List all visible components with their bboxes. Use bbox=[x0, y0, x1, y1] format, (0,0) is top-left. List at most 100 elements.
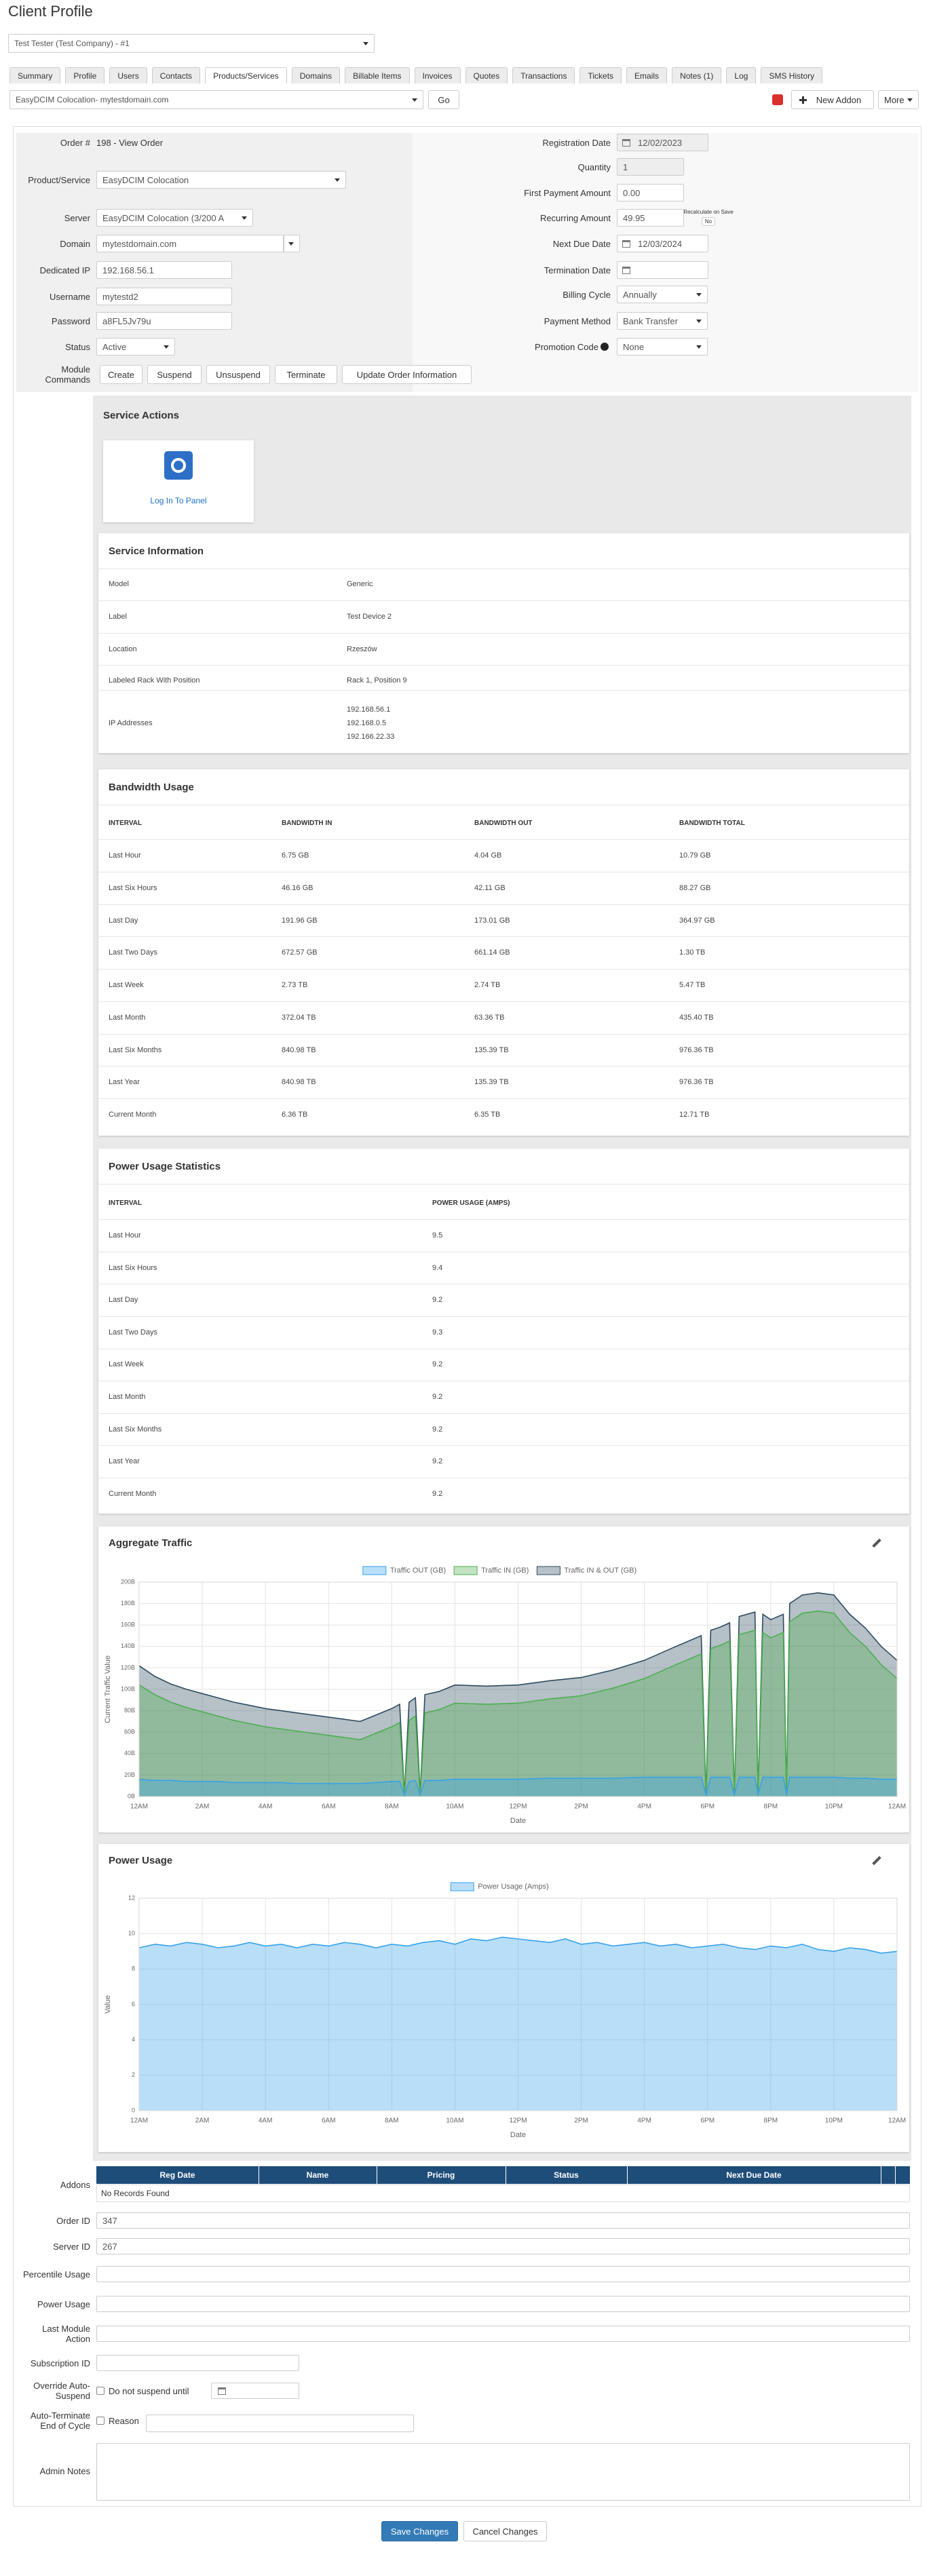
select[interactable]: Active bbox=[96, 338, 175, 355]
select[interactable]: Annually bbox=[617, 286, 708, 303]
tab[interactable]: Summary bbox=[9, 67, 61, 83]
tab[interactable]: Contacts bbox=[151, 67, 201, 83]
input[interactable]: 12/03/2024 bbox=[617, 235, 708, 252]
select[interactable]: None bbox=[617, 338, 708, 355]
tab[interactable]: Transactions bbox=[512, 67, 575, 83]
input[interactable] bbox=[96, 2355, 299, 2371]
input[interactable]: mytestdomain.com bbox=[96, 235, 284, 252]
recalculate-button[interactable]: No bbox=[702, 217, 715, 226]
input[interactable]: 192.168.56.1 bbox=[96, 261, 232, 279]
client-select[interactable]: Test Tester (Test Company) - #1 bbox=[8, 34, 375, 53]
field-label: Percentile Usage bbox=[23, 2269, 90, 2280]
field-label: Product/Service bbox=[28, 174, 90, 185]
table-cell: 9.5 bbox=[432, 1231, 443, 1239]
table-cell: 135.39 TB bbox=[474, 1045, 509, 1054]
table-cell: 1.30 TB bbox=[679, 948, 706, 957]
login-link[interactable]: Log In To Panel bbox=[150, 496, 207, 505]
module-button[interactable]: Update Order Information bbox=[342, 365, 472, 384]
cancel-button[interactable]: Cancel Changes bbox=[463, 2521, 547, 2541]
info-label: Model bbox=[109, 580, 129, 588]
series-line bbox=[138, 1610, 898, 1797]
table-cell: 9.2 bbox=[432, 1393, 443, 1401]
go-button[interactable]: Go bbox=[428, 90, 459, 109]
input[interactable] bbox=[617, 261, 708, 279]
y-tick-label: 120B bbox=[121, 1664, 135, 1671]
tab[interactable]: Notes (1) bbox=[672, 67, 722, 83]
tab[interactable]: Users bbox=[109, 67, 147, 83]
dropdown-button[interactable] bbox=[284, 235, 300, 252]
service-select[interactable]: EasyDCIM Colocation- mytestdomain.com bbox=[9, 90, 423, 109]
info-value: Generic bbox=[347, 580, 373, 588]
table-cell: 4.04 GB bbox=[474, 851, 502, 860]
input[interactable]: 347 bbox=[96, 2212, 910, 2229]
legend-label: Traffic OUT (GB) bbox=[390, 1566, 446, 1575]
input[interactable]: 0.00 bbox=[617, 184, 684, 201]
tab[interactable]: Quotes bbox=[465, 67, 508, 83]
table-cell: 135.39 TB bbox=[474, 1078, 509, 1087]
checkbox-label: Reason bbox=[109, 2415, 139, 2426]
x-tick-label: 4PM bbox=[637, 1803, 651, 1811]
input[interactable] bbox=[146, 2415, 414, 2432]
area-fill bbox=[139, 1937, 897, 2111]
x-tick-label: 12AM bbox=[130, 1803, 148, 1811]
panel-logo-ring bbox=[171, 458, 186, 473]
card bbox=[98, 533, 909, 753]
table-cell: 435.40 TB bbox=[679, 1013, 714, 1022]
tab[interactable]: Domains bbox=[291, 67, 341, 83]
row-divider bbox=[98, 839, 909, 841]
field-label: Auto-Terminate End of Cycle bbox=[30, 2410, 90, 2431]
tab[interactable]: Products/Services bbox=[205, 67, 287, 83]
input[interactable] bbox=[96, 2326, 910, 2342]
module-button[interactable]: Create bbox=[100, 365, 142, 384]
x-tick-label: 4AM bbox=[259, 1803, 273, 1811]
select[interactable]: EasyDCIM Colocation bbox=[96, 171, 346, 189]
x-tick-label: 10AM bbox=[446, 2117, 463, 2125]
table-cell: 672.57 GB bbox=[282, 948, 318, 957]
x-tick-label: 12PM bbox=[509, 2117, 527, 2125]
legend-label: Traffic IN (GB) bbox=[481, 1566, 529, 1575]
tab[interactable]: Tickets bbox=[579, 67, 622, 83]
y-tick-label: 0 bbox=[132, 2107, 135, 2113]
select[interactable]: Bank Transfer bbox=[617, 312, 708, 330]
date-input[interactable] bbox=[211, 2383, 299, 2399]
input[interactable]: 49.95 bbox=[617, 209, 684, 227]
tab[interactable]: Log bbox=[726, 67, 757, 83]
input[interactable] bbox=[96, 2296, 910, 2312]
checkbox[interactable] bbox=[96, 2387, 104, 2395]
module-button[interactable]: Terminate bbox=[275, 365, 337, 384]
y-tick-label: 140B bbox=[121, 1642, 135, 1649]
legend-label: Power Usage (Amps) bbox=[478, 1883, 549, 1891]
input[interactable]: 1 bbox=[617, 158, 684, 176]
module-button[interactable]: Unsuspend bbox=[206, 365, 270, 384]
field-label: Password bbox=[51, 315, 90, 326]
table-cell: 5.47 TB bbox=[679, 981, 706, 989]
textarea[interactable] bbox=[96, 2443, 910, 2501]
table-cell: 6.35 TB bbox=[474, 1111, 501, 1119]
table-cell: Current Month bbox=[109, 1489, 157, 1498]
table-cell: 976.36 TB bbox=[679, 1045, 714, 1054]
tab[interactable]: Emails bbox=[626, 67, 668, 83]
select[interactable]: EasyDCIM Colocation (3/200 A bbox=[96, 209, 253, 227]
save-button[interactable]: Save Changes bbox=[381, 2521, 458, 2541]
calendar-icon bbox=[622, 240, 630, 248]
column-divider bbox=[895, 2166, 896, 2184]
y-tick-label: 6 bbox=[132, 2001, 135, 2007]
module-button[interactable]: Suspend bbox=[147, 365, 202, 384]
table-cell: Last Year bbox=[109, 1078, 140, 1087]
legend-swatch bbox=[362, 1566, 387, 1575]
tab[interactable]: Invoices bbox=[414, 67, 461, 83]
tab[interactable]: SMS History bbox=[761, 67, 823, 83]
input[interactable]: 12/02/2023 bbox=[617, 134, 708, 151]
input[interactable] bbox=[96, 2266, 910, 2282]
table-cell: 63.36 TB bbox=[474, 1013, 505, 1022]
input[interactable]: mytestd2 bbox=[96, 288, 232, 305]
tab[interactable]: Profile bbox=[65, 67, 105, 83]
input[interactable]: a8FL5Jv79u bbox=[96, 312, 232, 330]
tab[interactable]: Billable Items bbox=[345, 67, 410, 83]
y-axis-label: Value bbox=[104, 1995, 112, 2014]
more-button[interactable]: More bbox=[878, 90, 919, 109]
input[interactable]: 267 bbox=[96, 2238, 910, 2254]
field-label: Override Auto-Suspend bbox=[33, 2381, 90, 2401]
checkbox[interactable] bbox=[96, 2417, 104, 2425]
